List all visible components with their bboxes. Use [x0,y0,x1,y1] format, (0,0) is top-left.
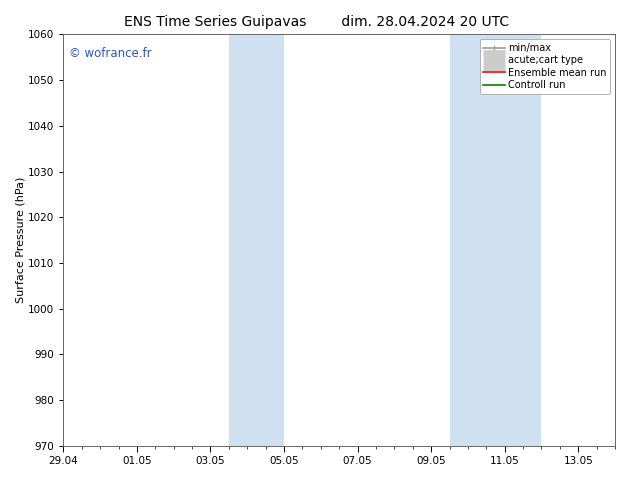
Text: © wofrance.fr: © wofrance.fr [69,47,152,60]
Bar [229,34,284,446]
Bar [450,34,541,446]
Legend: min/max, acute;cart type, Ensemble mean run, Controll run: min/max, acute;cart type, Ensemble mean … [479,39,610,94]
Y-axis label: Surface Pressure (hPa): Surface Pressure (hPa) [15,177,25,303]
Text: ENS Time Series Guipavas        dim. 28.04.2024 20 UTC: ENS Time Series Guipavas dim. 28.04.2024… [124,15,510,29]
